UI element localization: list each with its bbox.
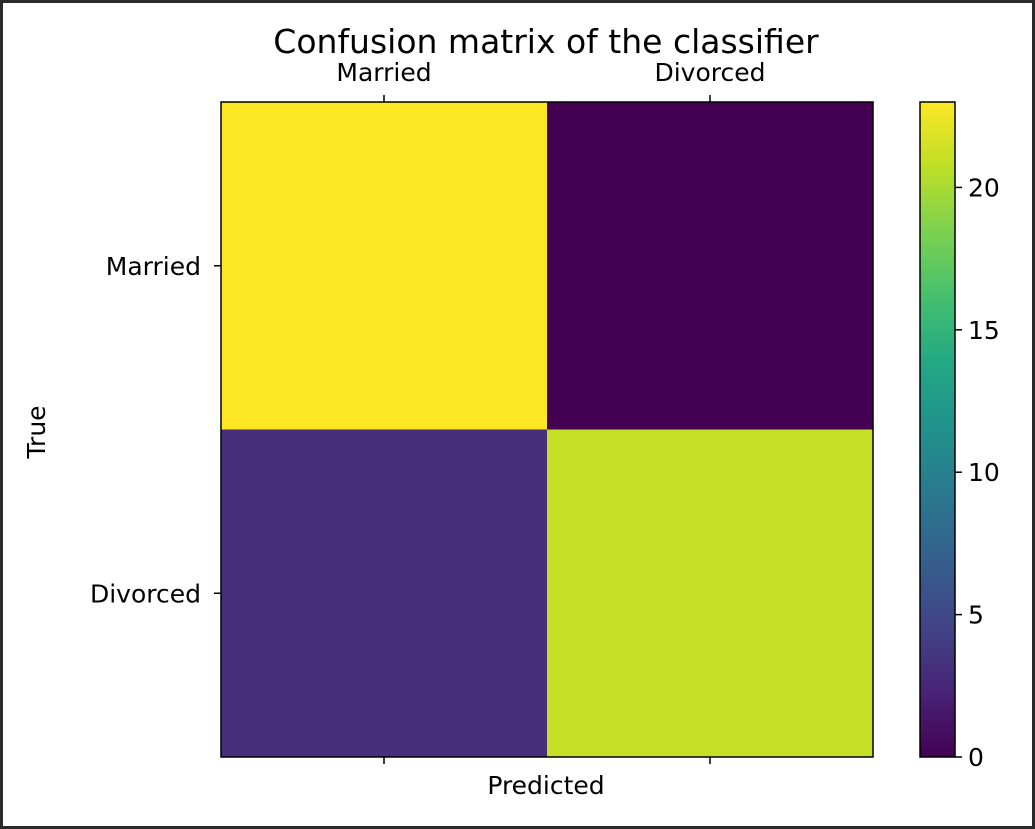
colorbar-tick-label-0: 0 [968, 743, 984, 772]
heatmap-cell-0-1 [547, 102, 874, 430]
x-tick-label-1: Divorced [654, 58, 765, 87]
x-tick-label-0: Married [336, 58, 431, 87]
y-tick-label-0: Married [106, 252, 201, 281]
plot-frame [220, 101, 874, 758]
confusion-matrix-chart: Confusion matrix of the classifier Marri… [22, 22, 1000, 800]
figure-canvas: Confusion matrix of the classifier Marri… [3, 3, 1032, 826]
x-axis-label: Predicted [487, 771, 604, 800]
colorbar-tick-label-3: 15 [968, 316, 1000, 345]
colorbar-tick-label-4: 20 [968, 173, 1000, 202]
colorbar-gradient [919, 101, 956, 758]
heatmap-cell-0-0 [221, 102, 548, 430]
heatmap-cell-1-1 [547, 429, 874, 758]
heatmap-cell-1-0 [221, 429, 548, 758]
chart-title: Confusion matrix of the classifier [273, 22, 819, 61]
heatmap-axes: Married Divorced Married Divorced [90, 58, 874, 764]
heatmap-cells [221, 102, 874, 758]
y-axis-label: True [22, 405, 51, 459]
y-tick-label-1: Divorced [90, 579, 201, 608]
colorbar-tick-label-1: 5 [968, 601, 984, 630]
colorbar-tick-label-2: 10 [968, 458, 1000, 487]
colorbar: 0 5 10 15 20 [919, 101, 1000, 772]
